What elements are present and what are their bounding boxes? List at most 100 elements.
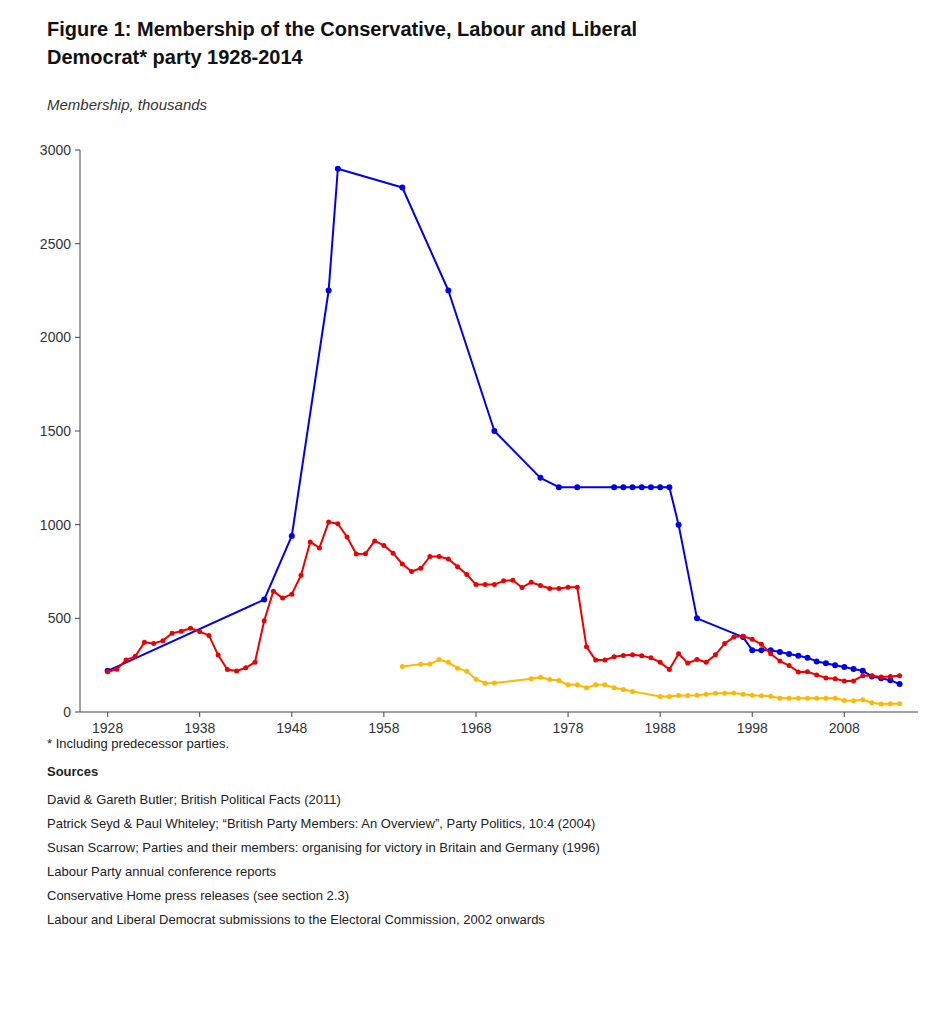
series-point [897,673,902,678]
series-point [335,166,341,172]
series-point [805,696,810,701]
series-point [722,641,727,646]
series-point [537,475,543,481]
annotation: Patrick Seyd & Paul Whiteley; “British P… [47,816,595,831]
series-point [620,484,626,490]
series-point [639,653,644,658]
y-tick-label: 1000 [40,517,71,533]
series-point [869,700,874,705]
x-tick [844,712,845,717]
series-point [869,673,874,678]
series-point [354,552,359,557]
series-point [621,687,626,692]
x-tick-label: 2008 [829,720,860,736]
series-point [879,674,884,679]
y-tick [75,337,80,338]
series-point [437,554,442,559]
series-point [216,653,221,658]
y-tick [75,524,80,525]
series-point [556,586,561,591]
series-point [473,582,478,587]
series-point [446,556,451,561]
y-tick-label: 1500 [40,423,71,439]
x-tick-label: 1998 [737,720,768,736]
series-point [464,572,469,577]
series-point [741,692,746,697]
series-point [805,669,810,674]
series-point [787,696,792,701]
series-point [372,538,377,543]
y-tick-label: 0 [63,704,71,720]
x-tick [752,712,753,717]
series-point [823,660,829,666]
series-point [510,578,515,583]
series-point [612,685,617,690]
series-line [402,660,899,704]
series-point [741,634,746,639]
series-point [335,521,340,526]
series-point [188,626,193,631]
series-point [492,680,497,685]
series-point [446,660,451,665]
series-point [860,697,865,702]
series-point [667,667,672,672]
y-tick-label: 2000 [40,329,71,345]
series-point [151,641,156,646]
series-point [750,637,755,642]
series-point [796,696,801,701]
series-point [538,675,543,680]
x-tick-label: 1978 [552,720,583,736]
series [105,520,902,684]
series-point [437,657,442,662]
annotation: * Including predecessor parties. [47,736,229,751]
series-point [575,585,580,590]
series-point [584,685,589,690]
series-point [814,658,820,664]
series-point [547,586,552,591]
series-point [657,484,663,490]
series-point [483,582,488,587]
series-point [418,662,423,667]
series [105,166,903,687]
series-point [142,640,147,645]
series-point [630,484,636,490]
series-point [289,533,295,539]
series-point [814,672,819,677]
series-point [639,484,645,490]
series-point [243,665,248,670]
series-point [271,589,276,594]
series-point [464,669,469,674]
annotation: David & Gareth Butler; British Political… [47,792,341,807]
series-point [317,545,322,550]
series-point [667,694,672,699]
annotation: Conservative Home press releases (see se… [47,888,349,903]
series-point [124,657,129,662]
series-point [455,564,460,569]
series-point [759,693,764,698]
series-point [879,701,884,706]
series-point [694,657,699,662]
series-point [566,682,571,687]
series-point [888,674,893,679]
series-point [114,667,119,672]
y-tick-label: 2500 [40,236,71,252]
series-point [197,629,202,634]
annotation: Susan Scarrow; Parties and their members… [47,840,600,855]
series-point [427,554,432,559]
x-tick [291,712,292,717]
series-point [630,652,635,657]
series-line [108,522,900,681]
x-tick [383,712,384,717]
series-point [833,696,838,701]
series-point [492,582,497,587]
series-point [455,666,460,671]
annotation: Labour and Liberal Democrat submissions … [47,912,545,927]
series-point [261,597,267,603]
series-point [538,583,543,588]
series-point [501,578,506,583]
series-point [648,655,653,660]
series-point [750,693,755,698]
plot-area [105,166,903,707]
x-axis-line [80,712,918,713]
series-point [612,654,617,659]
